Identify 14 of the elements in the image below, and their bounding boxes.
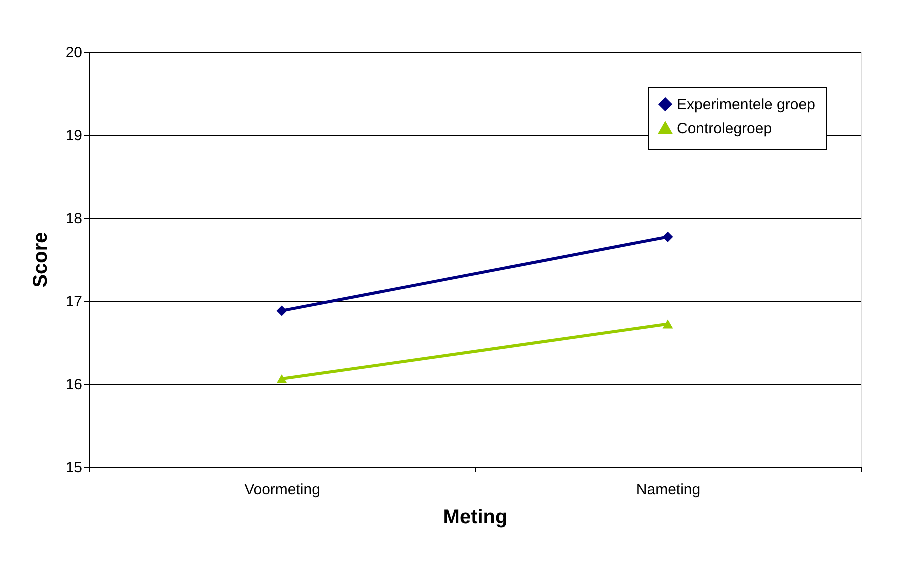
x-tick-label: Voormeting <box>244 482 320 498</box>
x-tick-label: Nameting <box>636 482 701 498</box>
y-tick-label: 20 <box>66 44 82 62</box>
legend-label: Controlegroep <box>677 120 772 138</box>
y-tick-label: 16 <box>66 376 82 394</box>
y-tick-label: 17 <box>66 294 82 310</box>
y-tick-label: 18 <box>66 210 82 228</box>
point <box>276 306 288 316</box>
point <box>662 232 674 242</box>
y-axis-title: Score <box>30 232 52 288</box>
x-axis-title: Meting <box>443 506 508 528</box>
y-tick-label: 15 <box>66 460 82 476</box>
y-tick-label: 19 <box>66 128 82 144</box>
legend-label: Experimentele groep <box>677 96 816 114</box>
